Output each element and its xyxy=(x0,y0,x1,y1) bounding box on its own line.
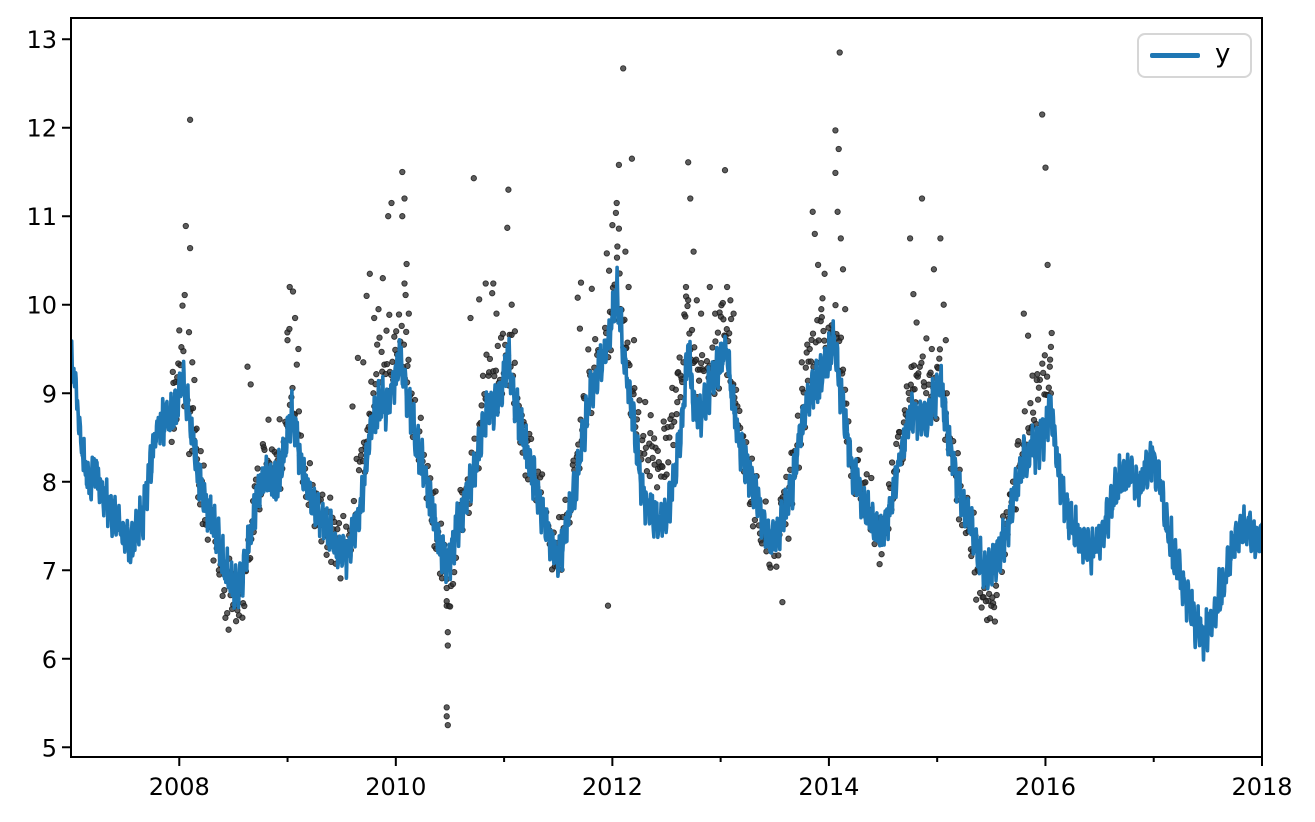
y-tick-label: 10 xyxy=(26,292,57,320)
y-tick-label: 12 xyxy=(26,115,57,143)
plot-frame xyxy=(70,17,1263,758)
legend-label: y xyxy=(1215,38,1231,69)
x-tick-label: 2008 xyxy=(149,773,210,801)
x-tick-label: 2012 xyxy=(582,773,643,801)
y-tick-label: 13 xyxy=(26,26,57,54)
x-tick-label: 2018 xyxy=(1231,773,1292,801)
x-axis: 2008 2010 2012 2014 2016 2018 xyxy=(149,757,1293,801)
x-tick-label: 2010 xyxy=(365,773,426,801)
legend-line-swatch xyxy=(1150,53,1200,58)
x-tick-label: 2014 xyxy=(798,773,859,801)
legend: y xyxy=(1137,33,1252,78)
y-tick-label: 9 xyxy=(42,380,57,408)
y-axis: 5 6 7 8 9 10 11 12 13 xyxy=(26,26,71,762)
y-tick-label: 7 xyxy=(42,557,57,585)
y-tick-label: 11 xyxy=(26,203,57,231)
y-series-line xyxy=(71,265,1262,662)
y-tick-label: 8 xyxy=(42,469,57,497)
y-tick-label: 6 xyxy=(42,646,57,674)
scatter-points xyxy=(168,49,1055,729)
y-tick-label: 5 xyxy=(42,734,57,762)
x-tick-label: 2016 xyxy=(1015,773,1076,801)
